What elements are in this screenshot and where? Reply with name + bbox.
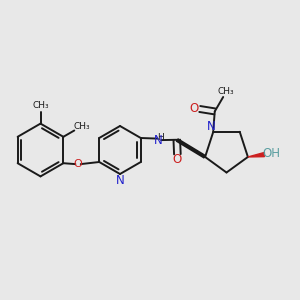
Text: O: O	[74, 159, 82, 169]
Text: O: O	[190, 102, 199, 115]
Text: O: O	[173, 153, 182, 166]
Text: CH₃: CH₃	[218, 87, 235, 96]
Polygon shape	[248, 152, 264, 157]
Text: CH₃: CH₃	[74, 122, 90, 131]
Text: N: N	[154, 134, 163, 148]
Text: N: N	[116, 173, 124, 187]
Text: CH₃: CH₃	[32, 101, 49, 110]
Text: H: H	[157, 133, 164, 142]
Text: OH: OH	[262, 147, 280, 160]
Text: N: N	[207, 120, 216, 133]
